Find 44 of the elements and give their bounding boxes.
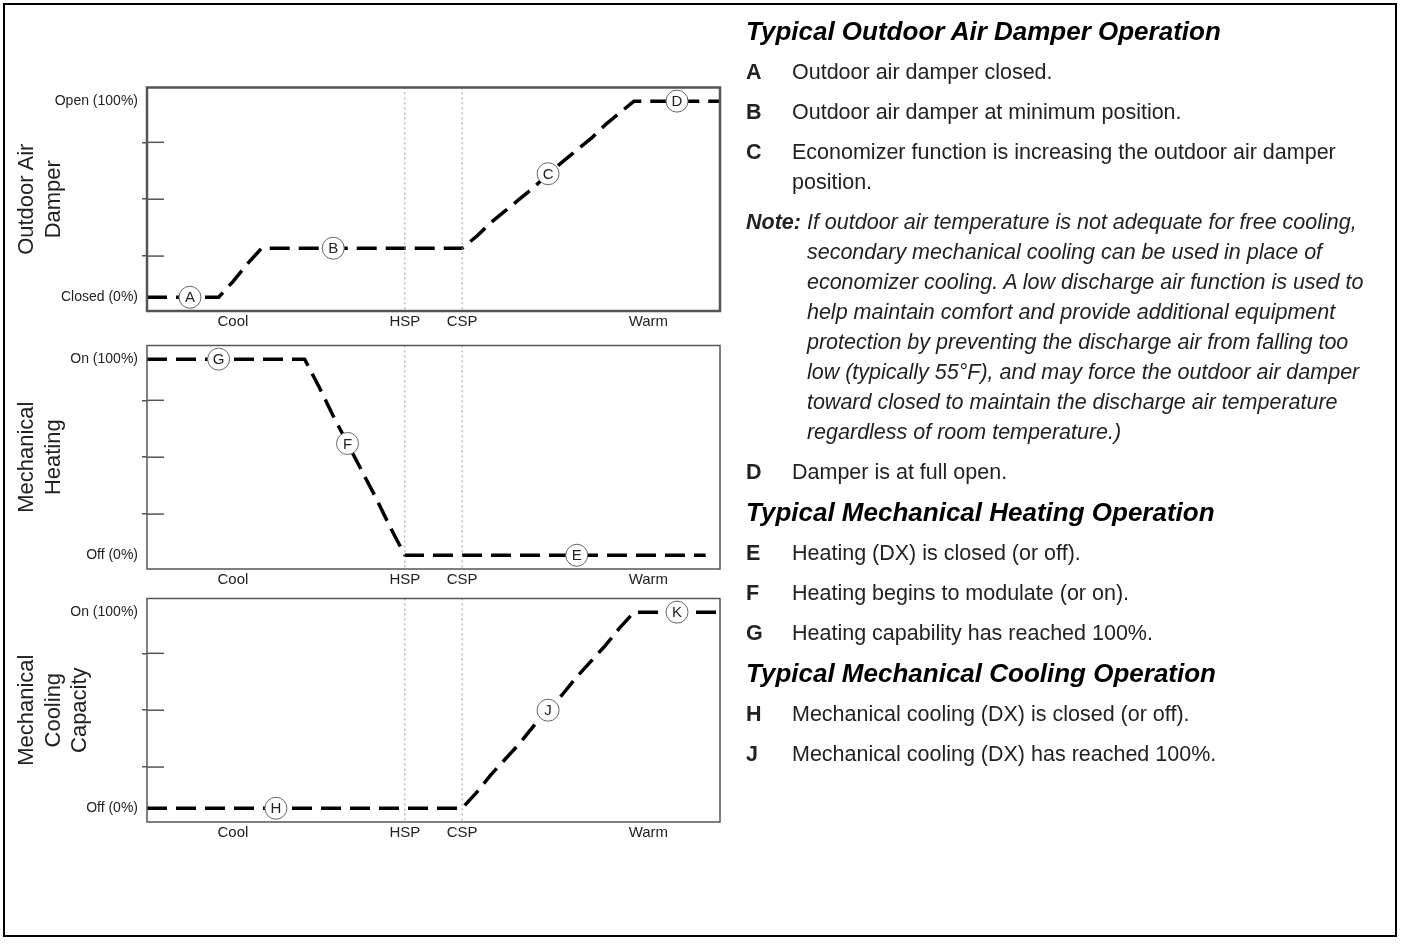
text: Typical Mechanical Heating Operation — [746, 497, 1216, 528]
y-tick-label: Open (100%) — [54, 91, 138, 108]
data-label: H — [270, 799, 282, 817]
x-tick-label: Cool — [217, 823, 249, 841]
data-label: K — [672, 603, 683, 621]
data-label: D — [671, 92, 683, 110]
x-tick-label: Warm — [628, 312, 669, 330]
y-tick-label: Closed (0%) — [60, 288, 138, 305]
text: Typical Outdoor Air Damper Operation — [746, 16, 1222, 47]
data-label: J — [544, 701, 552, 719]
x-tick-label: HSP — [389, 823, 421, 841]
x-tick-label: CSP — [446, 823, 478, 841]
data-label: A — [184, 288, 195, 306]
data-label: B — [328, 239, 339, 257]
x-tick-label: CSP — [446, 312, 478, 330]
text: A Outdoor air damper closed. — [746, 60, 1053, 84]
data-label: G — [212, 350, 225, 368]
x-tick-label: Warm — [628, 570, 669, 588]
y-axis-title: Mechanical Heating — [13, 401, 65, 513]
data-label: F — [342, 434, 353, 452]
x-tick-label: Cool — [217, 570, 249, 588]
y-axis-title: Outdoor Air Damper — [13, 143, 65, 255]
text: G Heating capability has reached 100%. — [746, 621, 1153, 645]
x-tick-label: CSP — [446, 570, 478, 588]
y-axis-title: Mechanical Cooling Capacity — [13, 654, 92, 766]
text: Note: If outdoor air temperature is not adequate for free cooling, secondary mechanical cooling can be used in place of economizer cooling. A low discharge air function is used to help maintain comfort and provide additional equipment protection by preventing the discharge air from falling too low (typically 55°F), and may force the outdoor air damper toward closed to maintain the discharge air temperature regardless of room temperature.) — [746, 210, 1364, 444]
data-label: E — [571, 546, 582, 564]
x-tick-label: Cool — [217, 312, 249, 330]
text: D Damper is at full open. — [746, 460, 1008, 484]
text: F Heating begins to modulate (or on). — [746, 581, 1130, 605]
x-tick-label: HSP — [389, 570, 421, 588]
text: E Heating (DX) is closed (or off). — [746, 541, 1081, 565]
text: Typical Mechanical Cooling Operation — [746, 658, 1217, 689]
text: J Mechanical cooling (DX) has reached 100%. — [746, 742, 1217, 766]
y-tick-label: On (100%) — [70, 349, 138, 366]
text: H Mechanical cooling (DX) is closed (or off). — [746, 702, 1190, 726]
y-tick-label: Off (0%) — [86, 546, 138, 563]
text: C Economizer function is increasing the outdoor air damper position. — [746, 140, 1336, 194]
data-label: C — [542, 164, 554, 182]
y-tick-label: On (100%) — [70, 602, 138, 619]
x-tick-label: Warm — [628, 823, 669, 841]
x-tick-label: HSP — [389, 312, 421, 330]
y-tick-label: Off (0%) — [86, 799, 138, 816]
text: B Outdoor air damper at minimum position. — [746, 100, 1182, 124]
